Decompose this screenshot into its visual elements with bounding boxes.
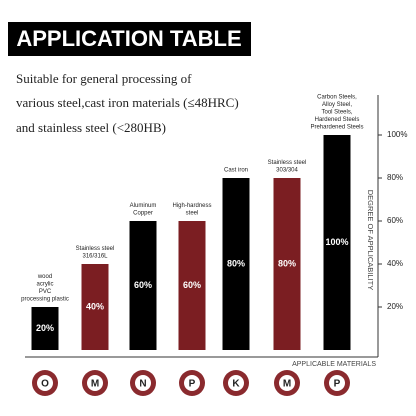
category-label: wood bbox=[37, 274, 52, 280]
y-tick-label: 100% bbox=[387, 130, 407, 139]
category-label: High-hardness bbox=[172, 203, 211, 209]
value-label: 80% bbox=[278, 258, 296, 268]
bar bbox=[178, 221, 206, 350]
bar bbox=[31, 307, 59, 350]
category-label: steel bbox=[186, 211, 199, 217]
material-icon-inner bbox=[135, 375, 151, 391]
category-label: Carbon Steels, bbox=[317, 95, 357, 101]
material-icon-inner bbox=[184, 375, 200, 391]
y-tick-label: 80% bbox=[387, 173, 403, 182]
y-tick-label: 40% bbox=[387, 259, 403, 268]
value-label: 60% bbox=[134, 280, 152, 290]
material-icon-inner bbox=[228, 375, 244, 391]
material-icon-inner bbox=[87, 375, 103, 391]
value-label: 100% bbox=[325, 237, 348, 247]
category-label: Prehardened Steels bbox=[310, 125, 363, 131]
bar bbox=[273, 178, 301, 350]
category-label: 303/304 bbox=[276, 168, 298, 174]
value-label: 80% bbox=[227, 258, 245, 268]
subtitle-line: Suitable for general processing of bbox=[16, 71, 192, 86]
category-label: Alloy Steel, bbox=[322, 102, 352, 108]
value-label: 20% bbox=[36, 323, 54, 333]
material-icon-inner bbox=[329, 375, 345, 391]
bar bbox=[129, 221, 157, 350]
title-banner bbox=[8, 22, 251, 56]
material-icon-inner bbox=[279, 375, 295, 391]
category-label: Cast iron bbox=[224, 168, 248, 174]
category-label: processing plastic bbox=[21, 297, 69, 303]
category-label: acrylic bbox=[36, 282, 53, 288]
value-label: 40% bbox=[86, 301, 104, 311]
value-label: 60% bbox=[183, 280, 201, 290]
x-axis-label: APPLICABLE MATERIALS bbox=[292, 361, 376, 368]
category-label: Hardened Steels bbox=[315, 117, 360, 123]
subtitle-line: various steel,cast iron materials (≤48HR… bbox=[16, 95, 239, 110]
material-code: P bbox=[189, 379, 196, 390]
category-label: Stainless steel bbox=[268, 160, 307, 166]
category-label: Aluminum bbox=[130, 203, 157, 209]
material-code: O bbox=[41, 379, 49, 390]
category-label: Copper bbox=[133, 211, 153, 217]
category-label: 316/316L bbox=[82, 254, 108, 260]
category-label: Stainless steel bbox=[76, 246, 115, 252]
y-axis-label: DEGREE OF APPLICABILITY bbox=[366, 190, 375, 290]
y-tick-label: 60% bbox=[387, 216, 403, 225]
material-code: M bbox=[283, 379, 291, 390]
chart-title: APPLICATION TABLE bbox=[16, 26, 241, 51]
bar bbox=[323, 135, 351, 350]
category-label: PVC bbox=[39, 289, 52, 295]
y-tick-label: 20% bbox=[387, 302, 403, 311]
subtitle-line: and stainless steel (<280HB) bbox=[16, 120, 166, 135]
bar bbox=[222, 178, 250, 350]
material-code: K bbox=[232, 379, 240, 390]
material-code: P bbox=[334, 379, 341, 390]
material-code: N bbox=[139, 379, 146, 390]
material-icon-inner bbox=[37, 375, 53, 391]
material-code: M bbox=[91, 379, 99, 390]
bar bbox=[81, 264, 109, 350]
category-label: Tool Steels, bbox=[321, 110, 352, 116]
